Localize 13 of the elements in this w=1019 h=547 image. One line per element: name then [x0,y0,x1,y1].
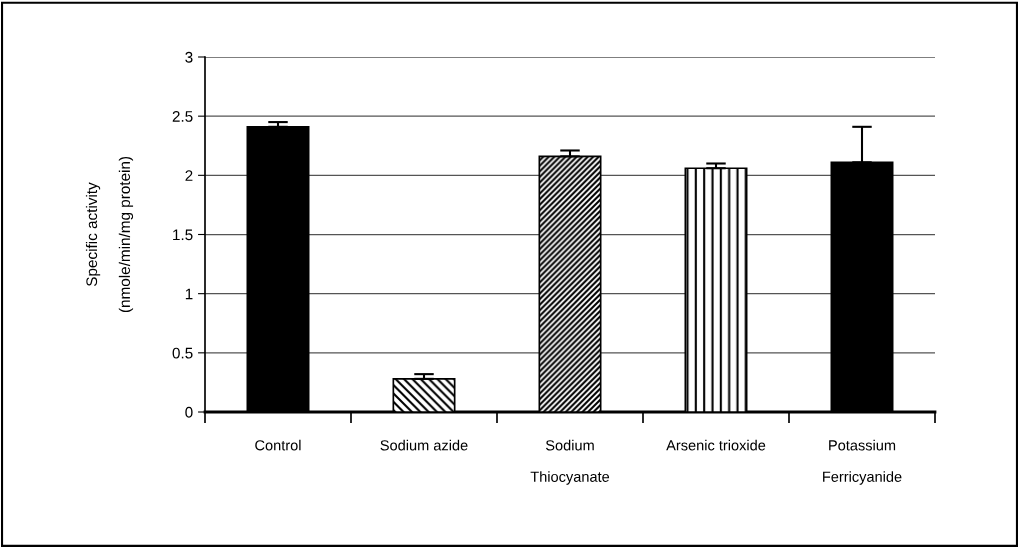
x-tick-label: Control [255,439,301,451]
y-tick-label: 1.5 [173,229,193,241]
category-label: Sodium Thiocyanate [530,439,610,485]
y-tick-label: 2.5 [172,111,193,122]
y-tick-label: 3 [185,51,193,63]
text: Specific activity (nmole/min/mg protein) [85,156,134,313]
y-tick-label: 2 [185,170,193,181]
x-tick-label: Arsenic trioxide [666,439,766,451]
x-tick-label: Sodium azide [380,439,468,451]
y-tick-label: 0 [185,406,193,418]
y-tick-label: 0.5 [172,347,193,359]
y-tick-label: 1 [185,288,193,300]
category-label: Potassium Ferricyanide [823,439,902,485]
